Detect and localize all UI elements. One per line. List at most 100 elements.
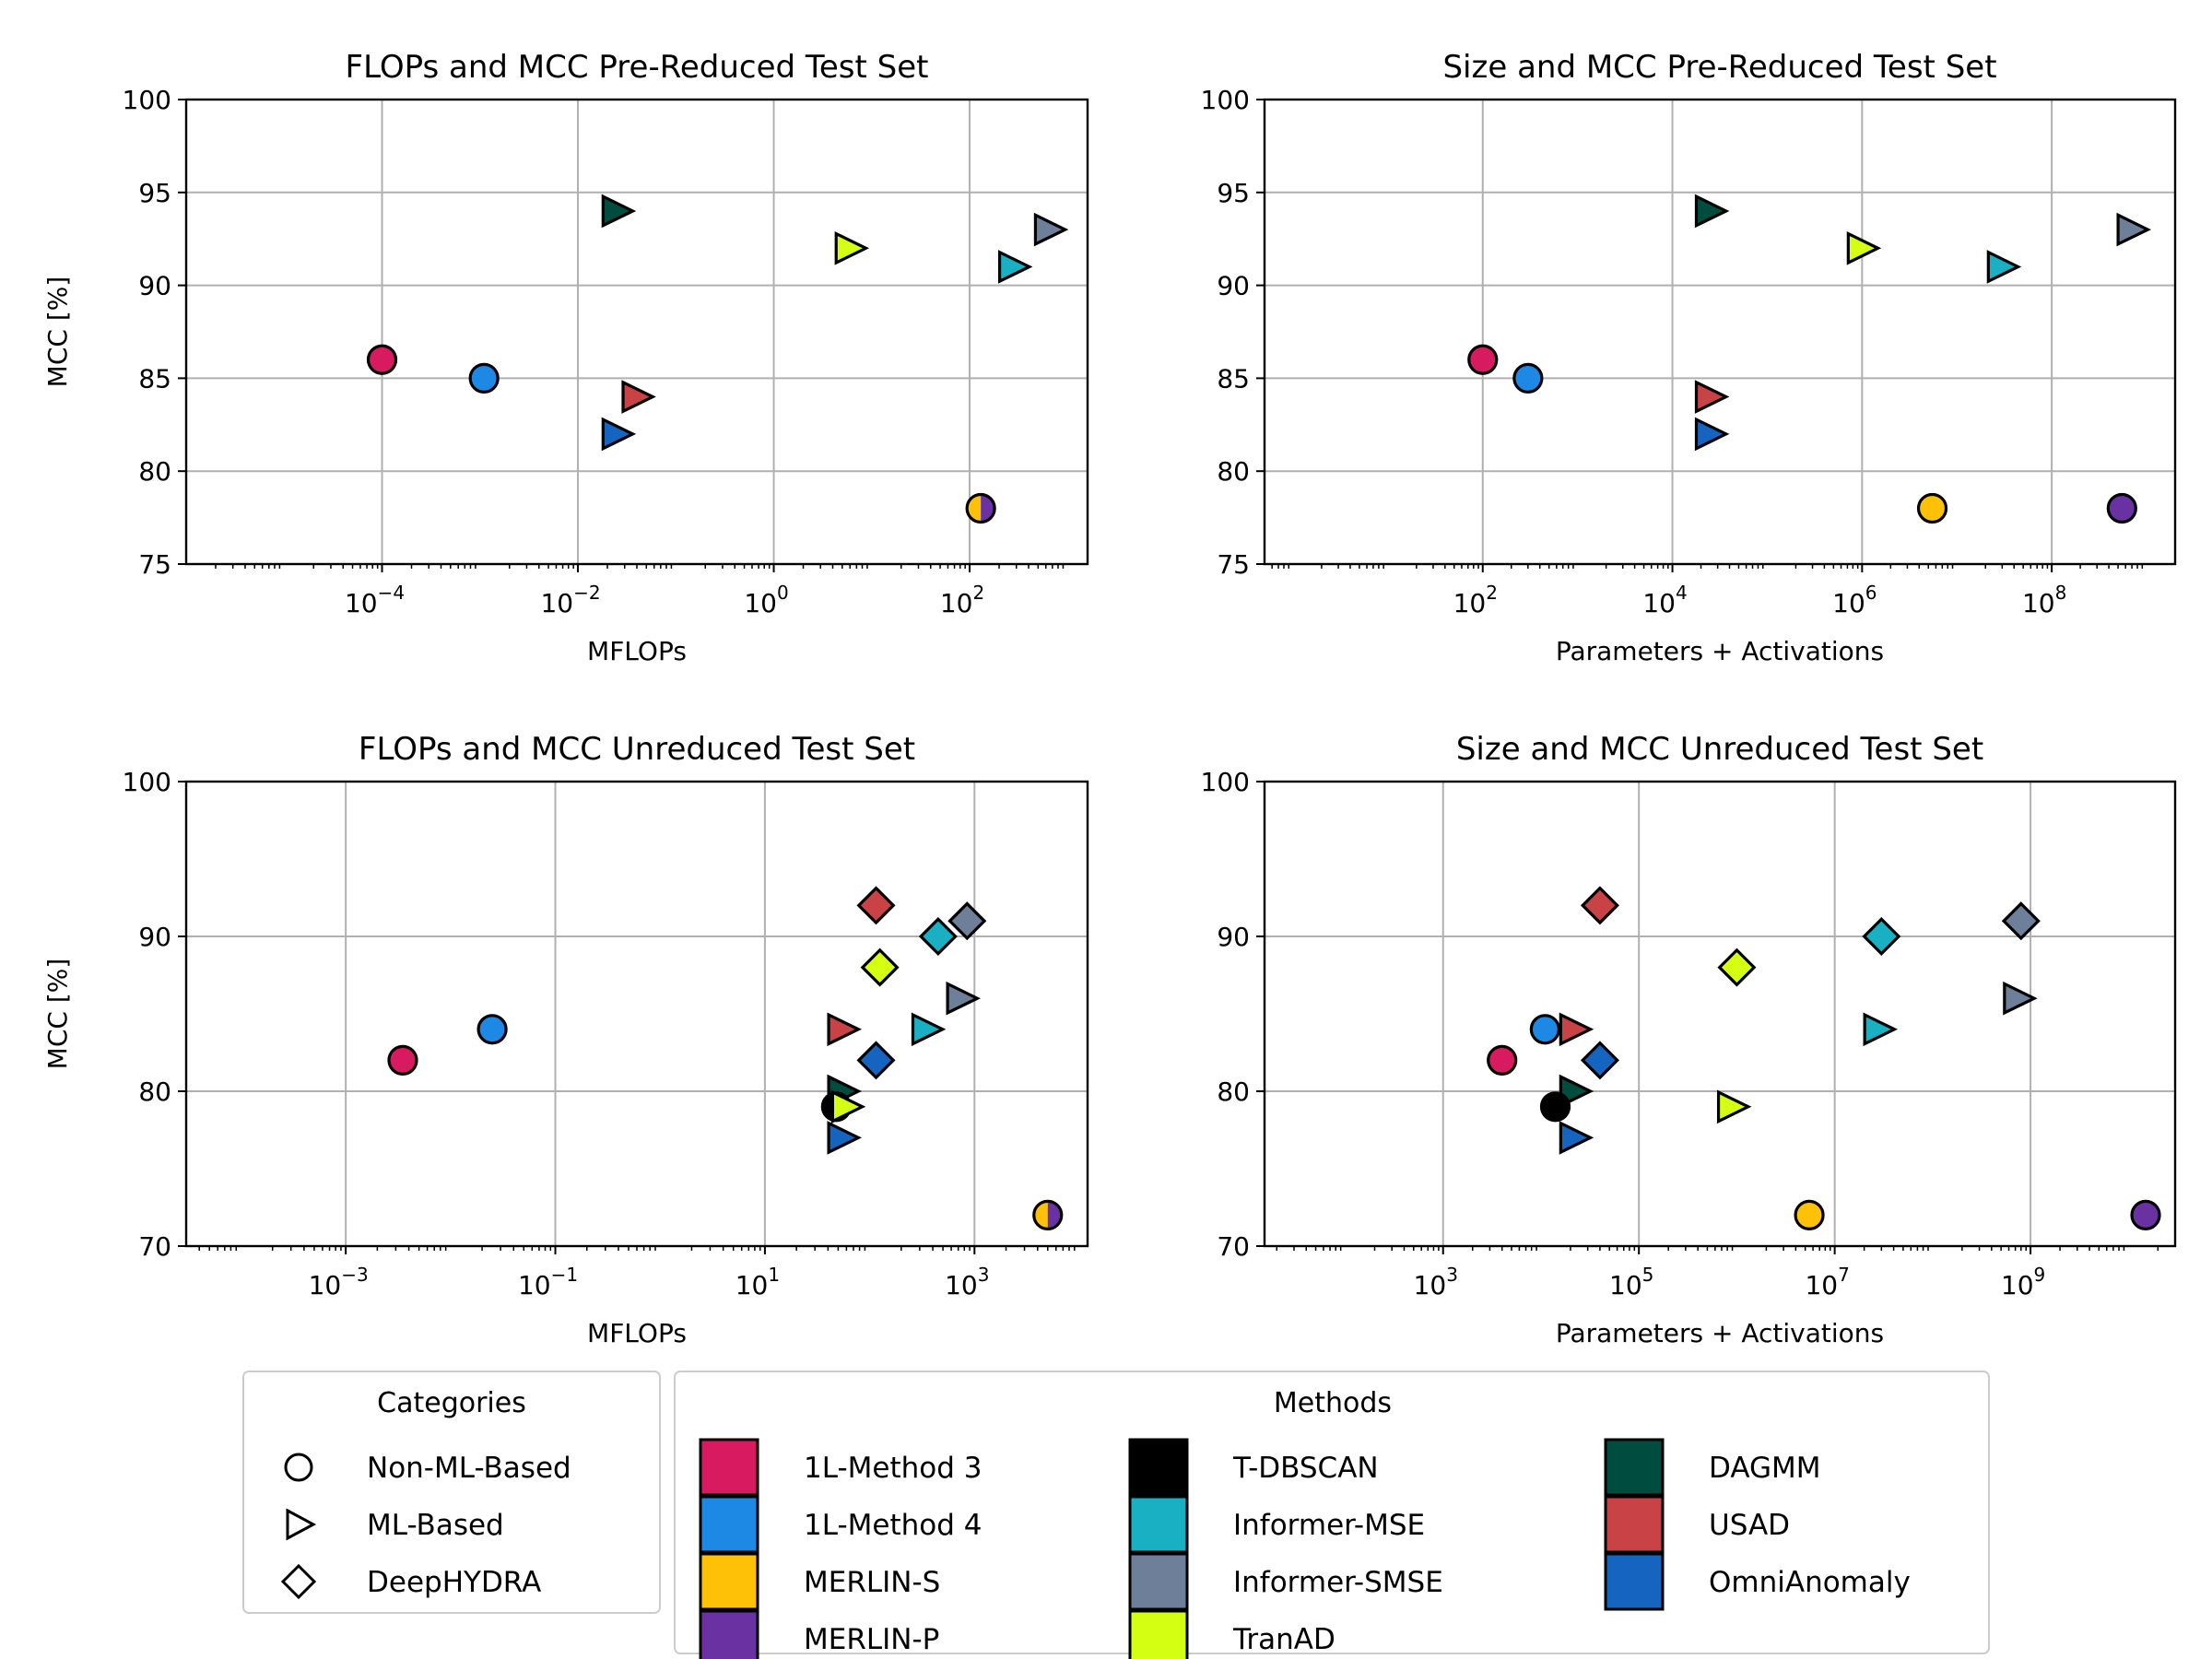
point-1l-method-3-non-ml-based xyxy=(1467,344,1499,375)
point-omnianomaly-deephydra xyxy=(1580,1041,1619,1080)
point-usad-ml-based xyxy=(1694,380,1730,414)
point-1l-method-4-non-ml-based xyxy=(468,362,500,394)
point-merlin-p-non-ml-based xyxy=(2106,492,2137,524)
point-informer-mse-ml-based xyxy=(1863,1012,1899,1047)
x-tick-label: 107 xyxy=(1805,1264,1849,1300)
x-axis-label: Parameters + Activations xyxy=(1556,1318,1884,1348)
y-tick-label: 75 xyxy=(1217,549,1250,580)
point-1l-method-3-non-ml-based xyxy=(387,1044,418,1077)
x-tick-label: 102 xyxy=(940,582,984,618)
chart-panel-2: 75 80 85 90 95 100 102 104 106 108 Size and MCC Pr… xyxy=(1201,49,2177,666)
x-tick-label: 101 xyxy=(735,1264,780,1300)
circle-marker-icon xyxy=(284,1453,313,1482)
legend-swatch-merlin-s xyxy=(699,1552,759,1611)
point-informer-smse-ml-based xyxy=(2116,212,2151,247)
y-tick-label: 75 xyxy=(138,549,171,580)
x-axis-label: Parameters + Activations xyxy=(1556,636,1884,666)
legend-method-label: OmniAnomaly xyxy=(1709,1566,1911,1599)
chart-title: FLOPs and MCC Unreduced Test Set xyxy=(359,731,915,768)
legend-method-label: MERLIN-S xyxy=(804,1566,940,1599)
point-informer-smse-ml-based xyxy=(1033,212,1069,247)
point-informer-mse-deephydra xyxy=(1862,916,1901,957)
legend-method-label: T-DBSCAN xyxy=(1232,1452,1379,1485)
legend-swatch-usad xyxy=(1604,1495,1665,1554)
point-omnianomaly-ml-based xyxy=(1559,1121,1594,1155)
x-tick-label: 103 xyxy=(1414,1264,1458,1300)
point-dagmm-ml-based xyxy=(1694,194,1730,229)
legend-swatch-dagmm xyxy=(1604,1438,1665,1497)
point-informer-mse-ml-based xyxy=(1986,250,2022,284)
legend-method-label: USAD xyxy=(1709,1509,1790,1542)
point-tranad-deephydra xyxy=(860,947,900,987)
y-tick-label: 80 xyxy=(138,1077,171,1107)
y-tick-label: 80 xyxy=(1217,456,1250,487)
chart-title: FLOPs and MCC Pre-Reduced Test Set xyxy=(346,49,929,86)
point-informer-mse-deephydra xyxy=(918,916,958,957)
point-tranad-ml-based xyxy=(830,1089,866,1124)
point-tranad-ml-based xyxy=(834,230,870,265)
legend-method-label: Informer-MSE xyxy=(1233,1509,1425,1542)
point-usad-ml-based xyxy=(827,1012,862,1047)
x-tick-label: 105 xyxy=(1609,1264,1653,1300)
point-omnianomaly-deephydra xyxy=(856,1041,896,1080)
axes-frame xyxy=(184,98,1089,566)
point-merlin-s-merlin-p-non-ml-based xyxy=(1032,1199,1064,1231)
y-tick-label: 100 xyxy=(123,767,171,797)
point-usad-deephydra xyxy=(856,886,896,925)
point-1l-method-4-non-ml-based xyxy=(477,1014,508,1045)
y-tick-label: 85 xyxy=(1217,363,1250,394)
x-axis-label: MFLOPs xyxy=(587,636,687,666)
point-1l-method-3-non-ml-based xyxy=(366,344,398,375)
y-tick-label: 100 xyxy=(123,85,171,115)
y-tick-label: 95 xyxy=(138,178,171,208)
x-tick-label: 103 xyxy=(945,1264,989,1300)
point-1l-method-3-non-ml-based xyxy=(1487,1044,1518,1077)
x-tick-label: 104 xyxy=(1642,582,1687,618)
x-tick-label: 10−3 xyxy=(309,1264,369,1300)
point-merlin-s-non-ml-based xyxy=(1794,1199,1825,1231)
legend-method-label: 1L-Method 4 xyxy=(804,1509,982,1542)
point-omnianomaly-ml-based xyxy=(601,417,637,452)
legend-method-label: TranAD xyxy=(1232,1623,1335,1656)
point-omnianomaly-ml-based xyxy=(827,1121,862,1155)
y-tick-label: 90 xyxy=(138,271,171,301)
point-tranad-deephydra xyxy=(1717,947,1757,987)
point-informer-smse-deephydra xyxy=(2001,901,2041,941)
legend-swatch-omnianomaly xyxy=(1604,1552,1665,1611)
y-tick-label: 80 xyxy=(1217,1077,1250,1107)
legend-swatch-1l-method-3 xyxy=(699,1438,759,1497)
legend-categories-title: Categories xyxy=(377,1387,526,1419)
point-usad-deephydra xyxy=(1580,886,1619,925)
y-tick-label: 90 xyxy=(138,922,171,952)
chart-panel-1: 75 80 85 90 95 100 10−4 10−2 100 102 FLOPs and MCC… xyxy=(42,49,1089,666)
y-tick-label: 95 xyxy=(1217,178,1250,208)
point-dagmm-ml-based xyxy=(601,194,637,229)
chart-panel-3: 70 80 90 100 10−3 10−1 101 103 FLOPs and MCC Unr… xyxy=(42,731,1089,1348)
x-tick-label: 109 xyxy=(2001,1264,2045,1300)
y-tick-label: 80 xyxy=(138,456,171,487)
point-informer-smse-ml-based xyxy=(2003,981,2038,1016)
x-axis-label: MFLOPs xyxy=(587,1318,687,1348)
y-tick-label: 70 xyxy=(1217,1231,1250,1262)
x-tick-label: 106 xyxy=(1832,582,1877,618)
point-usad-ml-based xyxy=(621,380,656,414)
y-axis-label: MCC [%] xyxy=(42,276,73,388)
axes-frame xyxy=(184,780,1089,1248)
legend-method-label: 1L-Method 3 xyxy=(804,1452,982,1485)
legend-category-label: Non-ML-Based xyxy=(367,1452,571,1485)
legend-methods-title: Methods xyxy=(1274,1387,1392,1419)
legend-swatch-informer-mse xyxy=(1128,1495,1189,1554)
x-tick-label: 102 xyxy=(1453,582,1498,618)
legend-category-label: DeepHYDRA xyxy=(367,1566,541,1599)
point-merlin-s-merlin-p-non-ml-based xyxy=(965,492,996,524)
y-tick-label: 85 xyxy=(138,363,171,394)
triangle-marker-icon xyxy=(286,1508,317,1541)
x-tick-label: 10−1 xyxy=(518,1264,578,1300)
point-omnianomaly-ml-based xyxy=(1694,417,1730,452)
x-tick-label: 100 xyxy=(744,582,788,618)
diamond-marker-icon xyxy=(280,1563,317,1600)
point-merlin-s-non-ml-based xyxy=(1916,492,1948,524)
point-t-dbscan-non-ml-based xyxy=(1539,1091,1571,1123)
legend-method-label: MERLIN-P xyxy=(804,1623,939,1656)
x-tick-label: 10−2 xyxy=(540,582,600,618)
